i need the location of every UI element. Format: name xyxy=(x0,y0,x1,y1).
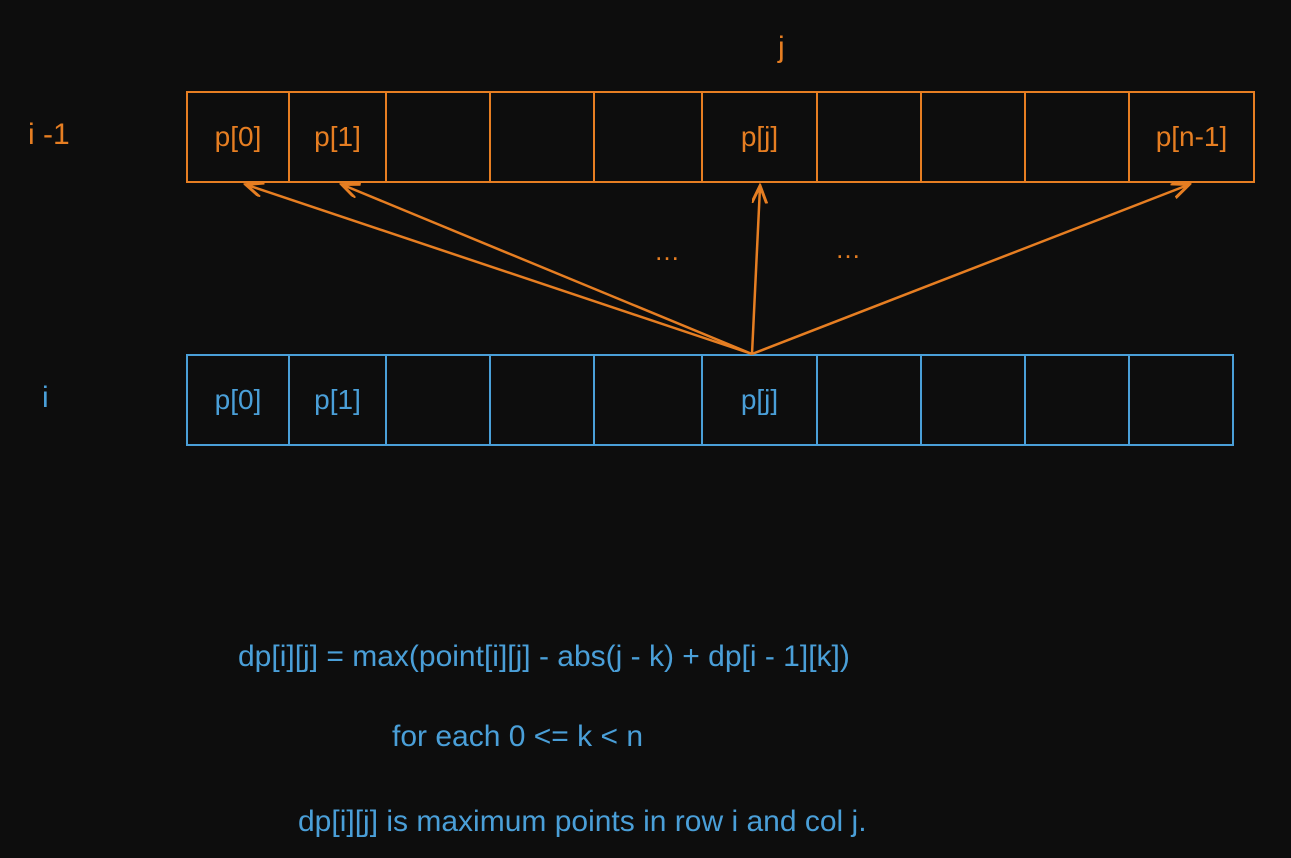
dots-left: … xyxy=(654,236,680,267)
top-cell-4 xyxy=(595,91,703,183)
bottom-cell-8 xyxy=(1026,354,1130,446)
top-cell-1: p[1] xyxy=(290,91,387,183)
bottom-cell-7 xyxy=(922,354,1026,446)
arrow-1 xyxy=(343,185,752,354)
bottom-cell-3 xyxy=(491,354,595,446)
array-row-bottom: p[0]p[1] p[j] xyxy=(186,354,1234,446)
bottom-cell-1: p[1] xyxy=(290,354,387,446)
label-j: j xyxy=(778,31,785,65)
bottom-cell-6 xyxy=(818,354,922,446)
dots-right: … xyxy=(835,234,861,265)
array-row-top: p[0]p[1] p[j] p[n-1] xyxy=(186,91,1255,183)
top-cell-7 xyxy=(922,91,1026,183)
formula-line-3: dp[i][j] is maximum points in row i and … xyxy=(298,805,867,839)
formula-line-1: dp[i][j] = max(point[i][j] - abs(j - k) … xyxy=(238,640,850,674)
bottom-cell-4 xyxy=(595,354,703,446)
top-cell-8 xyxy=(1026,91,1130,183)
arrow-3 xyxy=(752,185,1188,354)
formula-line-2: for each 0 <= k < n xyxy=(392,720,643,754)
label-i: i xyxy=(42,381,49,415)
bottom-cell-0: p[0] xyxy=(186,354,290,446)
top-cell-3 xyxy=(491,91,595,183)
arrow-2 xyxy=(752,187,760,354)
top-cell-2 xyxy=(387,91,491,183)
bottom-cell-2 xyxy=(387,354,491,446)
top-cell-5: p[j] xyxy=(703,91,818,183)
top-cell-0: p[0] xyxy=(186,91,290,183)
arrow-0 xyxy=(247,185,752,354)
top-cell-9: p[n-1] xyxy=(1130,91,1255,183)
label-i-minus-1: i -1 xyxy=(28,118,70,152)
top-cell-6 xyxy=(818,91,922,183)
bottom-cell-9 xyxy=(1130,354,1234,446)
bottom-cell-5: p[j] xyxy=(703,354,818,446)
